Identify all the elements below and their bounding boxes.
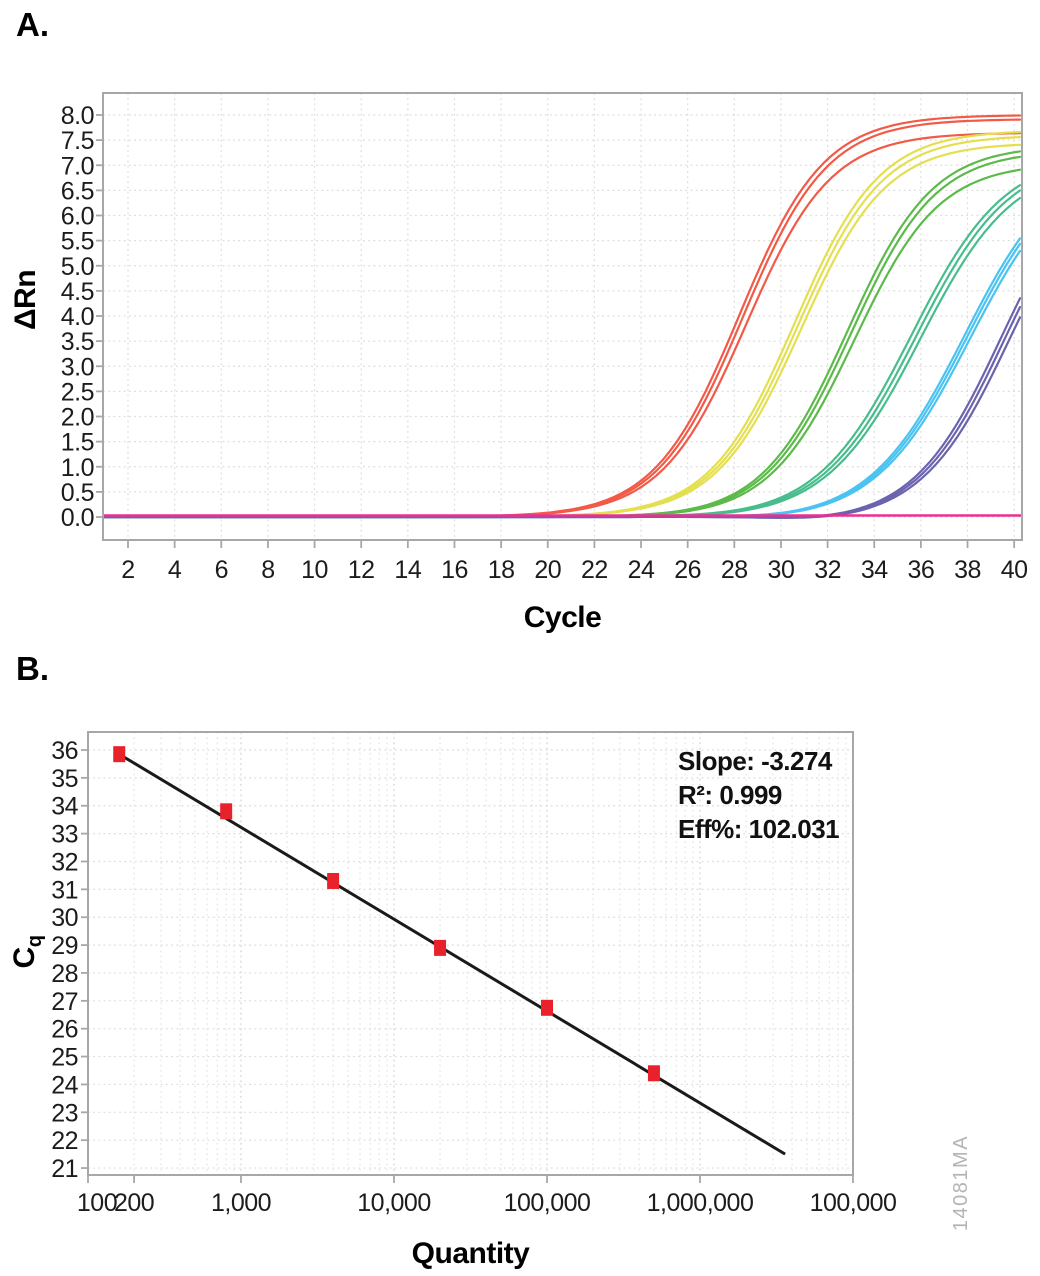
x-tick-label: 32 (814, 556, 841, 584)
amplification-curve-standard-5-rep1 (102, 237, 1022, 519)
x-tick-label: 14 (394, 556, 421, 584)
x-tick-label: 30 (768, 556, 795, 584)
y-tick-label: 0.0 (61, 504, 94, 532)
x-tick-label: 34 (861, 556, 888, 584)
x-tick-label: 18 (488, 556, 515, 584)
y-tick-label: 1.5 (61, 429, 94, 457)
standard-point (434, 939, 447, 956)
x-tick-label: 20 (534, 556, 561, 584)
x-tick-label: 38 (954, 556, 981, 584)
x-tick-label: 100,000 (810, 1189, 897, 1217)
amplification-curve-standard-6-rep2 (102, 306, 1022, 519)
y-tick-label: 23 (51, 1099, 78, 1127)
amplification-curve-standard-3-rep1 (102, 150, 1022, 519)
y-tick-label: 25 (51, 1044, 78, 1072)
y-tick-label: 3.0 (61, 353, 94, 381)
watermark: 14081MA (950, 1134, 972, 1232)
amplification-plot: 2 4 6 8 10 12 14 16 18 20 22 24 26 28 30 32 34 36 38 400.00… (61, 92, 1028, 584)
amplification-curve-standard-6-rep3 (102, 316, 1022, 519)
y-tick-label: 6.5 (61, 177, 94, 205)
y-tick-label: 29 (51, 932, 78, 960)
x-tick-label: 22 (581, 556, 608, 584)
y-tick-label: 5.0 (61, 253, 94, 281)
amplification-curve-standard-2-rep3 (102, 143, 1022, 519)
y-tick-label: 36 (51, 737, 78, 765)
y-tick-label: 21 (51, 1155, 78, 1183)
x-tick-label: 2 (121, 556, 134, 584)
x-tick-label: 1,000 (211, 1189, 271, 1217)
y-tick-label: 4.5 (61, 278, 94, 306)
y-tick-label: 32 (51, 848, 78, 876)
panel-a-label: A. (16, 6, 49, 43)
amplification-curve-standard-3-rep2 (102, 155, 1022, 519)
y-tick-label: 35 (51, 765, 78, 793)
standard-point (647, 1065, 660, 1082)
x-tick-label: 1,000,000 (647, 1189, 754, 1217)
y-tick-label: 0.5 (61, 479, 94, 507)
y-tick-label: 33 (51, 821, 78, 849)
panel-b-x-axis-title: Quantity (411, 1237, 530, 1270)
y-tick-label: 1.0 (61, 454, 94, 482)
stat-r-squared: R²: 0.999 (678, 780, 782, 810)
x-tick-label: 26 (674, 556, 701, 584)
cq-label-main: C (8, 947, 41, 969)
standard-point (327, 872, 340, 889)
y-tick-label: 3.5 (61, 328, 94, 356)
y-tick-label: 7.5 (61, 127, 94, 155)
regression-line (118, 752, 786, 1156)
x-tick-label: 8 (261, 556, 274, 584)
x-tick-label: 28 (721, 556, 748, 584)
x-tick-label: 10,000 (357, 1189, 430, 1217)
grid-layer (88, 732, 853, 1175)
regression-stats: Slope: -3.274 R²: 0.999 Eff%: 102.031 (678, 744, 840, 846)
y-tick-label: 2.5 (61, 378, 94, 406)
y-tick-label: 28 (51, 960, 78, 988)
stat-efficiency: Eff%: 102.031 (678, 814, 840, 844)
curves-layer (102, 114, 1022, 519)
y-tick-label: 24 (51, 1071, 78, 1099)
x-tick-label: 40 (1001, 556, 1028, 584)
panel-b-label: B. (16, 650, 49, 687)
plot-frame (87, 731, 854, 1176)
x-tick-label: 100,000 (504, 1189, 591, 1217)
y-tick-label: 7.0 (61, 152, 94, 180)
standard-point (113, 746, 126, 763)
amplification-curve-standard-1-rep2 (102, 118, 1022, 519)
x-tick-label: 4 (168, 556, 182, 584)
y-tick-label: 31 (51, 876, 78, 904)
y-tick-label: 4.0 (61, 303, 94, 331)
y-tick-label: 6.0 (61, 203, 94, 231)
panel-a-y-axis-title: ΔRn (9, 269, 42, 331)
stat-slope: Slope: -3.274 (678, 746, 832, 776)
cq-label-sub: q (24, 935, 46, 948)
y-tick-label: 26 (51, 1016, 78, 1044)
y-tick-label: 5.5 (61, 228, 94, 256)
x-tick-label: 12 (348, 556, 375, 584)
y-tick-label: 30 (51, 904, 78, 932)
x-tick-label: 200 (114, 1189, 154, 1217)
y-tick-label: 22 (51, 1127, 78, 1155)
y-tick-label: 8.0 (61, 102, 94, 130)
panel-b-y-axis-title: Cq (5, 892, 46, 1012)
y-tick-label: 2.0 (61, 404, 94, 432)
x-tick-label: 10 (301, 556, 328, 584)
standard-point (220, 803, 233, 820)
y-tick-label: 27 (51, 988, 78, 1016)
x-tick-label: 24 (628, 556, 655, 584)
x-tick-label: 36 (907, 556, 934, 584)
panel-a-x-axis-title: Cycle (523, 601, 602, 634)
x-tick-label: 100 (77, 1189, 117, 1217)
x-tick-label: 6 (215, 556, 228, 584)
amplification-curve-standard-2-rep2 (102, 136, 1022, 519)
grid-layer (103, 93, 1022, 540)
x-tick-label: 16 (441, 556, 468, 584)
y-tick-label: 34 (51, 793, 78, 821)
standard-point (541, 999, 553, 1016)
